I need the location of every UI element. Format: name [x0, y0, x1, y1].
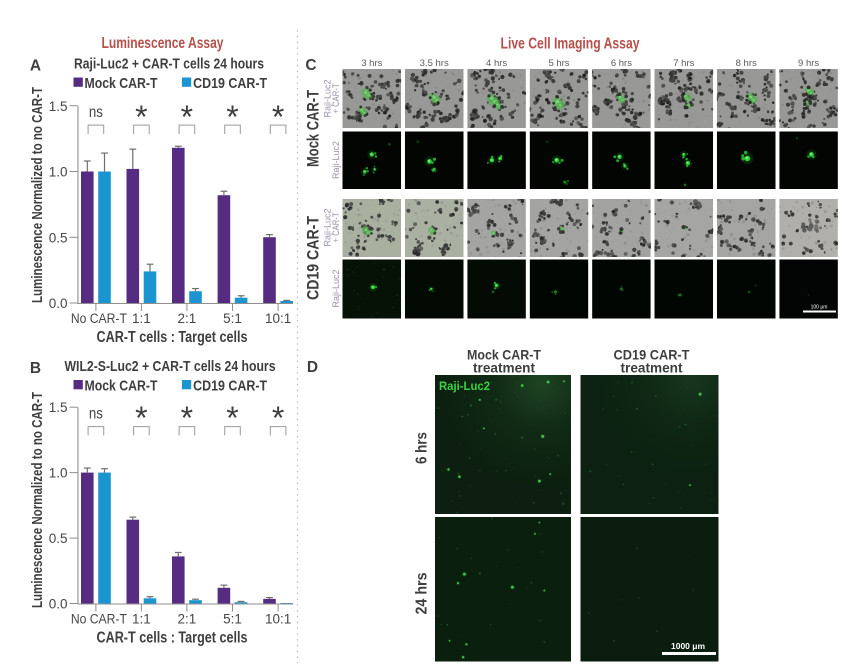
svg-text:100 μm: 100 μm [811, 305, 828, 311]
svg-text:0.0: 0.0 [49, 597, 68, 612]
svg-text:7 hrs: 7 hrs [673, 58, 694, 69]
svg-text:3.5 hrs: 3.5 hrs [420, 58, 449, 69]
svg-text:A: A [30, 58, 41, 75]
svg-text:ns: ns [89, 405, 103, 422]
svg-text:Mock CAR-T: Mock CAR-T [304, 90, 322, 167]
svg-text:CAR-T cells : Target cells: CAR-T cells : Target cells [97, 329, 248, 346]
svg-text:0.5: 0.5 [49, 531, 68, 546]
svg-text:1000 μm: 1000 μm [671, 641, 705, 651]
svg-text:*: * [181, 99, 193, 135]
svg-text:Raji-Luc2: Raji-Luc2 [331, 270, 342, 308]
svg-text:6 hrs: 6 hrs [611, 58, 632, 69]
svg-text:*: * [226, 99, 238, 135]
svg-text:*: * [135, 99, 147, 135]
svg-text:Raji-Luc2: Raji-Luc2 [439, 379, 490, 393]
svg-text:Mock CAR-T: Mock CAR-T [85, 378, 158, 395]
svg-text:B: B [30, 360, 41, 377]
svg-text:1.0: 1.0 [49, 466, 68, 481]
svg-text:CD19 CAR-T: CD19 CAR-T [614, 347, 690, 363]
svg-text:10:1: 10:1 [265, 612, 291, 627]
svg-text:CAR-T cells : Target cells: CAR-T cells : Target cells [97, 630, 248, 647]
svg-text:0.0: 0.0 [49, 296, 68, 311]
svg-text:No CAR-T: No CAR-T [71, 311, 127, 326]
svg-text:8 hrs: 8 hrs [736, 58, 757, 69]
svg-text:Luminescence Assay: Luminescence Assay [102, 35, 224, 52]
svg-text:treatment: treatment [621, 360, 683, 376]
svg-text:2:1: 2:1 [178, 612, 197, 627]
svg-text:*: * [135, 400, 147, 436]
svg-text:1:1: 1:1 [132, 311, 151, 326]
svg-text:1.5: 1.5 [49, 400, 68, 415]
svg-text:5:1: 5:1 [223, 311, 242, 326]
svg-text:Raji-Luc2: Raji-Luc2 [323, 209, 334, 247]
svg-text:6 hrs: 6 hrs [414, 432, 431, 464]
svg-text:CD19 CAR-T: CD19 CAR-T [193, 378, 267, 395]
svg-text:5 hrs: 5 hrs [548, 58, 569, 69]
svg-text:*: * [272, 400, 284, 436]
svg-text:*: * [226, 400, 238, 436]
svg-text:CD19 CAR-T: CD19 CAR-T [193, 75, 267, 92]
svg-text:1.0: 1.0 [49, 165, 68, 180]
svg-text:2:1: 2:1 [178, 311, 197, 326]
svg-text:*: * [181, 400, 193, 436]
svg-text:Luminescence Normalized to no: Luminescence Normalized to no CAR-T [30, 392, 46, 608]
svg-text:Raji-Luc2: Raji-Luc2 [323, 80, 334, 118]
svg-text:CD19 CAR-T: CD19 CAR-T [304, 216, 322, 300]
svg-text:Luminescence Normalized to no: Luminescence Normalized to no CAR-T [30, 87, 46, 303]
svg-text:WIL2-S-Luc2 + CAR-T cells 24 h: WIL2-S-Luc2 + CAR-T cells 24 hours [65, 358, 276, 375]
svg-text:+ CAR-T: + CAR-T [331, 212, 342, 242]
svg-text:Live Cell Imaging Assay: Live Cell Imaging Assay [501, 36, 640, 53]
svg-text:4 hrs: 4 hrs [486, 58, 507, 69]
svg-text:C: C [305, 57, 316, 74]
svg-text:5:1: 5:1 [223, 612, 242, 627]
svg-text:9 hrs: 9 hrs [798, 58, 819, 69]
svg-text:*: * [272, 99, 284, 135]
svg-text:24 hrs: 24 hrs [414, 573, 431, 615]
svg-text:Raji-Luc2 + CAR-T cells 24 hou: Raji-Luc2 + CAR-T cells 24 hours [74, 56, 264, 73]
svg-text:ns: ns [89, 104, 103, 121]
svg-text:0.5: 0.5 [49, 230, 68, 245]
svg-text:+ CAR-T: + CAR-T [331, 83, 342, 113]
svg-text:3 hrs: 3 hrs [361, 58, 382, 69]
svg-text:No CAR-T: No CAR-T [71, 612, 127, 627]
svg-text:1:1: 1:1 [132, 612, 151, 627]
svg-text:1.5: 1.5 [49, 99, 68, 114]
svg-text:Mock CAR-T: Mock CAR-T [85, 75, 158, 92]
svg-text:treatment: treatment [473, 360, 535, 376]
svg-text:D: D [307, 359, 318, 376]
svg-text:Raji-Luc2: Raji-Luc2 [331, 141, 342, 179]
svg-text:10:1: 10:1 [265, 311, 291, 326]
svg-text:Mock CAR-T: Mock CAR-T [467, 347, 541, 363]
